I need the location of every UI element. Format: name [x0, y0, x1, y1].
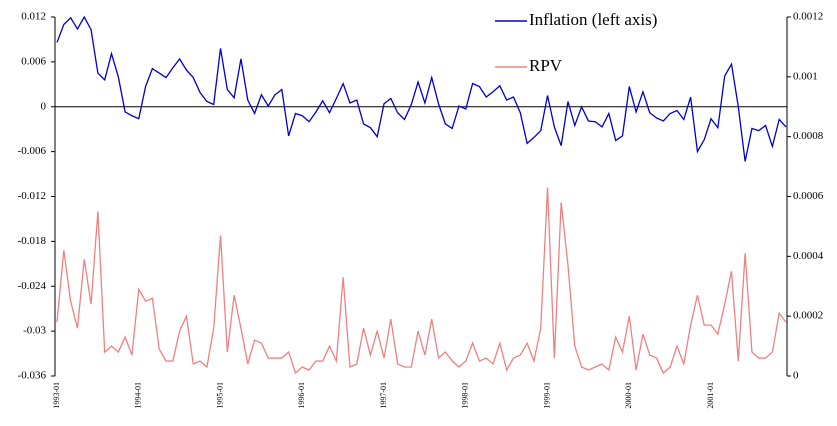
- y2-tick-label: 0.0006: [793, 190, 824, 202]
- y-tick-label: 0: [41, 100, 47, 112]
- y2-tick-label: 0.0004: [793, 250, 824, 262]
- x-tick-label: 1994-01: [134, 382, 143, 409]
- x-tick-label: 1993-01: [52, 382, 61, 409]
- x-tick-label: 1999-01: [542, 382, 551, 409]
- y-tick-label: -0.03: [23, 325, 46, 337]
- y-tick-label: -0.024: [18, 280, 47, 292]
- legend-label: Inflation (left axis): [529, 10, 657, 29]
- y-tick-label: -0.012: [18, 190, 46, 202]
- series-line: [56, 187, 787, 375]
- y2-tick-label: 0.0008: [793, 130, 824, 142]
- y-tick-label: -0.018: [18, 235, 47, 247]
- series-line: [56, 15, 787, 162]
- x-tick-label: 2000-01: [624, 382, 633, 409]
- y-tick-label: 0.006: [21, 55, 46, 67]
- y-tick-label: 0.012: [21, 11, 46, 23]
- x-tick-label: 1995-01: [215, 382, 224, 409]
- y2-tick-label: 0.0012: [793, 11, 823, 23]
- y2-tick-label: 0.0002: [793, 310, 823, 322]
- y2-tick-label: 0.001: [793, 70, 818, 82]
- y2-tick-label: 0: [793, 370, 799, 382]
- x-tick-label: 1997-01: [379, 382, 388, 409]
- x-tick-label: 2001-01: [706, 382, 715, 409]
- y-tick-label: -0.036: [18, 370, 47, 382]
- x-tick-label: 1996-01: [297, 382, 306, 409]
- y-tick-label: -0.006: [18, 145, 47, 157]
- legend-label: RPV: [529, 56, 563, 75]
- x-tick-label: 1998-01: [461, 382, 470, 409]
